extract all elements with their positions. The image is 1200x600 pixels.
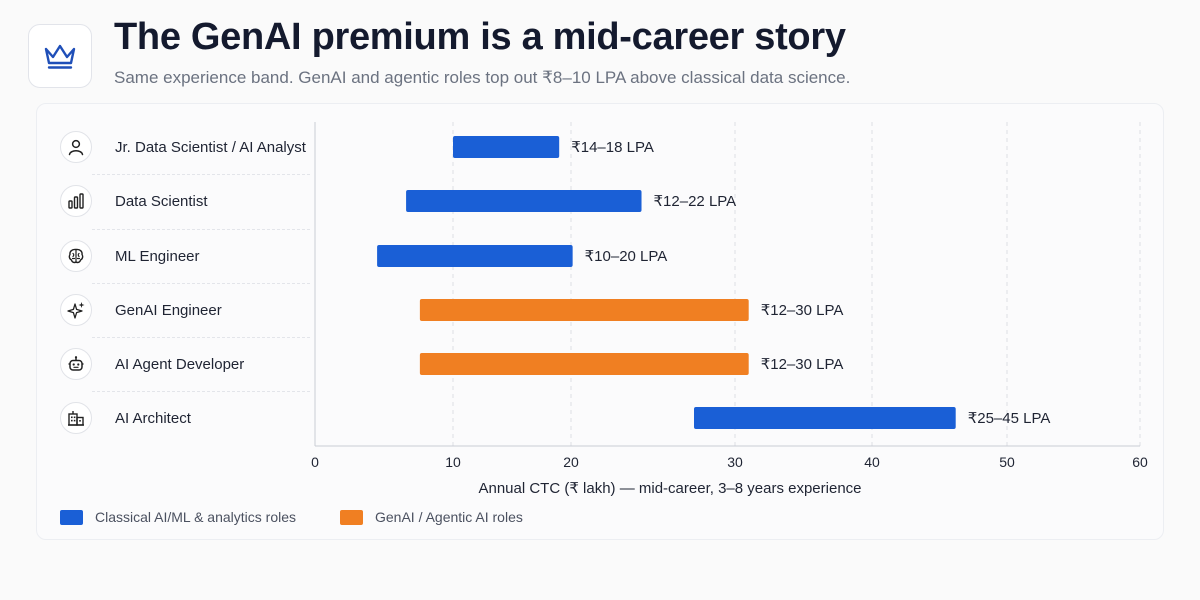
robot-icon [60, 348, 92, 380]
x-tick-label: 10 [445, 454, 461, 470]
bar-data-label: ₹25–45 LPA [968, 410, 1051, 427]
crown-icon [44, 44, 76, 69]
role-label: Jr. Data Scientist / AI Analyst [115, 138, 306, 156]
bar-data-label: ₹14–18 LPA [571, 139, 654, 156]
bar [419, 299, 749, 321]
logo [28, 24, 92, 88]
role-row: AI Architect [60, 400, 191, 436]
x-tick-label: 30 [727, 454, 743, 470]
bar-data-label: ₹12–22 LPA [654, 193, 737, 210]
x-tick-label: 20 [563, 454, 579, 470]
x-tick-label: 40 [864, 454, 880, 470]
role-label: Data Scientist [115, 192, 208, 210]
bar [377, 245, 573, 267]
bar-data-label: ₹12–30 LPA [761, 302, 844, 319]
role-label: GenAI Engineer [115, 301, 222, 319]
legend-swatch-classical [60, 509, 83, 525]
role-label: AI Agent Developer [115, 355, 245, 373]
brain-icon [60, 240, 92, 272]
data-labels: ₹14–18 LPA ₹12–22 LPA ₹10–20 LPA ₹12–30 LPA… [571, 139, 1050, 427]
gridlines [314, 122, 1141, 447]
legend-label-genai: GenAI / Agentic AI roles [375, 509, 523, 525]
row-separator [92, 391, 310, 392]
x-tick-label: 0 [311, 454, 319, 470]
bar [406, 190, 642, 212]
row-separator [92, 337, 310, 338]
role-row: ML Engineer [60, 238, 200, 274]
person-icon [60, 131, 92, 163]
role-row: AI Agent Developer [60, 346, 244, 382]
role-label: AI Architect [115, 409, 191, 427]
legend-label-classical: Classical AI/ML & analytics roles [95, 509, 296, 525]
row-separator [92, 283, 310, 284]
bars [377, 136, 956, 429]
page-subtitle: Same experience band. GenAI and agentic … [114, 68, 851, 87]
legend-item-genai: GenAI / Agentic AI roles [340, 509, 523, 525]
x-tick-label: 60 [1132, 454, 1148, 470]
x-tick-label: 50 [999, 454, 1015, 470]
chart-card [36, 103, 1164, 540]
bar-chart-icon [60, 185, 92, 217]
bar [694, 407, 956, 429]
bar-data-label: ₹12–30 LPA [761, 356, 844, 373]
legend-swatch-genai [340, 509, 363, 525]
page-title: The GenAI premium is a mid-career story [114, 16, 846, 58]
role-row: GenAI Engineer [60, 292, 222, 328]
x-axis-ticks: 0 10 20 30 40 50 60 [311, 454, 1148, 470]
bar [453, 136, 560, 158]
row-separator [92, 174, 310, 175]
row-separator [92, 229, 310, 230]
building-icon [60, 402, 92, 434]
legend-item-classical: Classical AI/ML & analytics roles [60, 509, 296, 525]
bar [419, 353, 749, 375]
role-row: Jr. Data Scientist / AI Analyst [60, 129, 306, 165]
sparkles-icon [60, 294, 92, 326]
x-axis-title: Annual CTC (₹ lakh) — mid-career, 3–8 ye… [478, 480, 862, 497]
role-row: Data Scientist [60, 183, 208, 219]
role-label: ML Engineer [115, 247, 200, 265]
bar-data-label: ₹10–20 LPA [585, 248, 668, 265]
